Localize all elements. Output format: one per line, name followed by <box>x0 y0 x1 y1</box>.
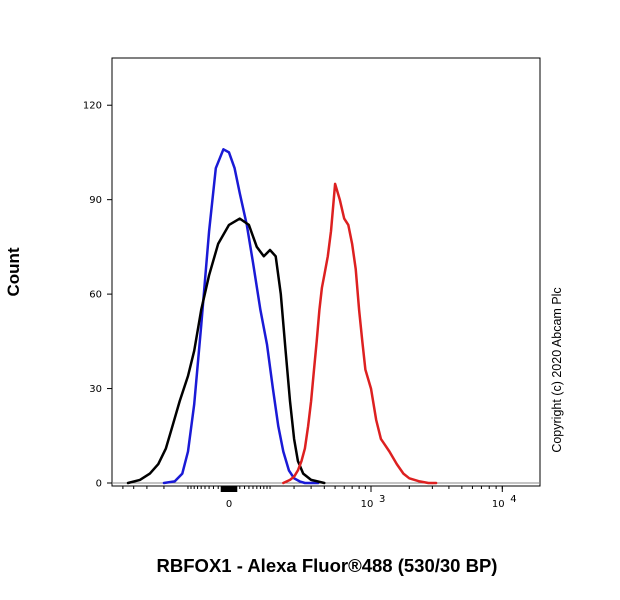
y-tick-label: 60 <box>89 290 102 301</box>
histogram-curves <box>126 148 438 485</box>
y-axis: 0 30 60 90 120 <box>83 101 112 490</box>
series-line-3 <box>282 182 438 485</box>
y-tick-label: 120 <box>83 101 102 112</box>
y-tick-label: 90 <box>89 195 102 206</box>
series-line-2 <box>126 217 326 485</box>
series-line-1 <box>162 148 320 485</box>
x-tick-exponent: 3 <box>379 494 385 505</box>
x-axis: 0 10 3 10 4 <box>112 482 540 510</box>
copyright-note: Copyright (c) 2020 Abcam Plc <box>550 287 564 452</box>
x-tick-label: 10 <box>492 499 505 510</box>
x-tick-label: 0 <box>226 499 232 510</box>
y-axis-title: Count <box>4 247 23 296</box>
x-axis-title: RBFOX1 - Alexa Fluor®488 (530/30 BP) <box>157 555 498 576</box>
y-tick-label: 30 <box>89 384 102 395</box>
x-tick-exponent: 4 <box>510 494 516 505</box>
plot-frame <box>111 57 541 487</box>
x-tick-label: 10 <box>361 499 374 510</box>
y-tick-label: 0 <box>96 479 102 490</box>
